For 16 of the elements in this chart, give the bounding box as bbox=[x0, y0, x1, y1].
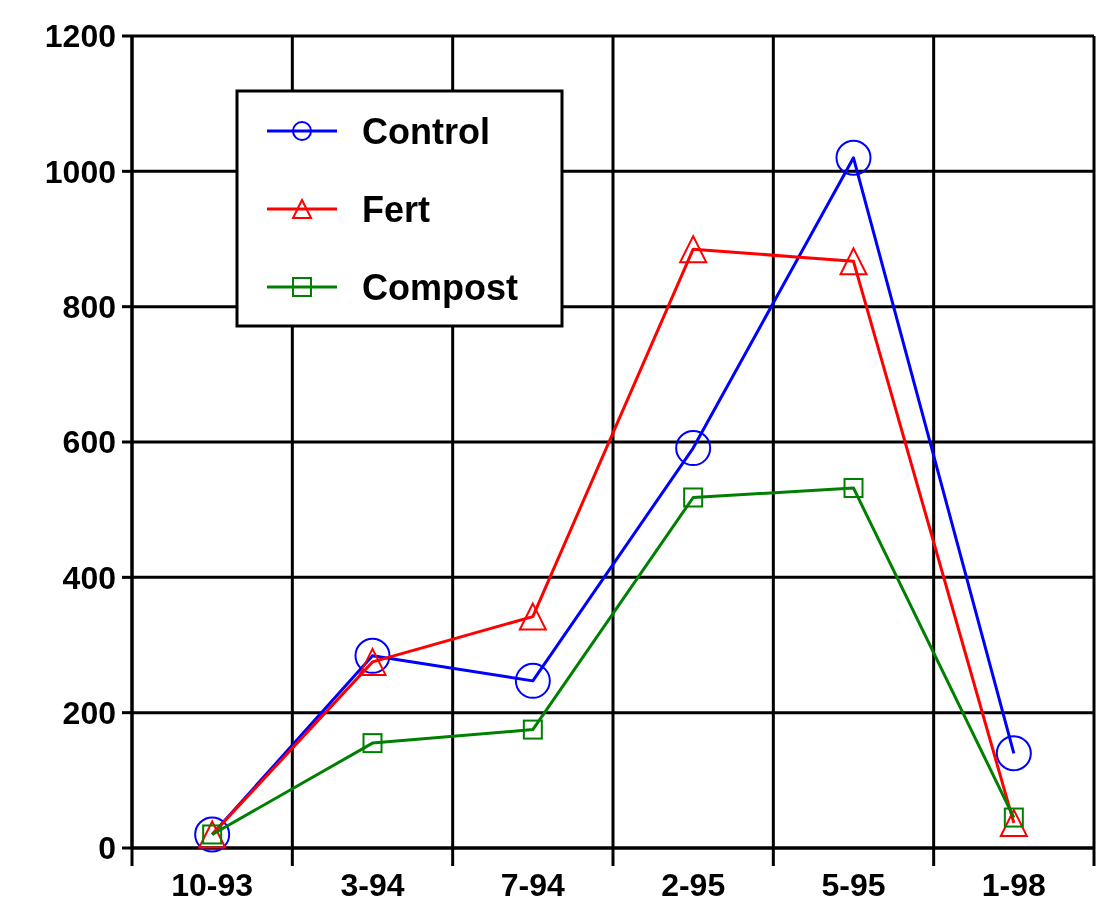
x-tick-label: 2-95 bbox=[661, 867, 726, 903]
x-tick-label: 7-94 bbox=[500, 867, 566, 903]
x-tick-label: 1-98 bbox=[981, 867, 1046, 903]
legend-label: Fert bbox=[362, 188, 431, 230]
x-tick-label: 5-95 bbox=[821, 867, 886, 903]
x-tick-label: 10-93 bbox=[171, 867, 254, 903]
y-tick-label: 1200 bbox=[44, 18, 116, 55]
y-tick-label: 0 bbox=[98, 830, 116, 867]
legend-label: Control bbox=[362, 110, 490, 152]
y-tick-label: 400 bbox=[62, 559, 116, 596]
y-tick-label: 800 bbox=[62, 288, 116, 325]
legend-label: Compost bbox=[362, 266, 518, 308]
x-tick-label: 3-94 bbox=[340, 867, 405, 903]
y-tick-label: 600 bbox=[62, 424, 116, 461]
y-tick-label: 200 bbox=[62, 694, 116, 731]
y-tick-label: 1000 bbox=[44, 153, 116, 190]
